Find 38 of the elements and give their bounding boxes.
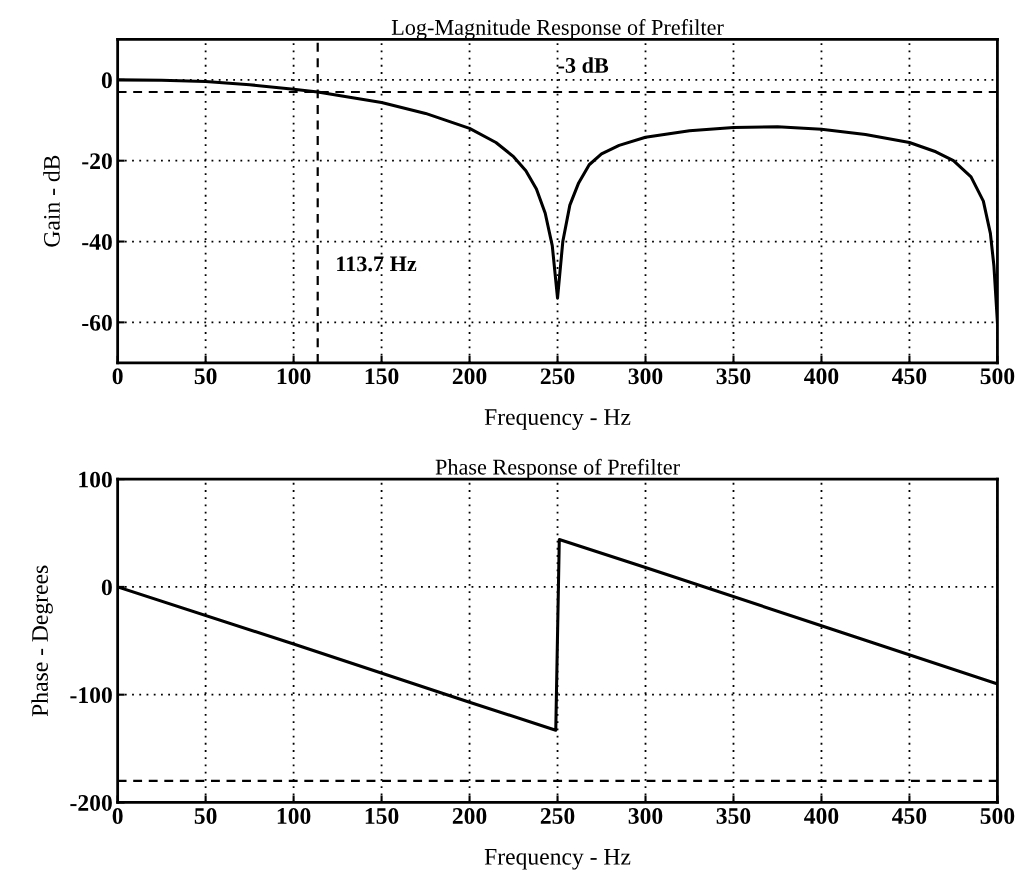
y-tick-label: -60 — [82, 314, 112, 331]
x-tick-label: 300 — [628, 808, 663, 824]
x-tick-label: 450 — [892, 808, 927, 824]
x-tick-label: 500 — [980, 368, 1015, 385]
y-tick-label: -100 — [70, 687, 112, 704]
x-tick-label: 50 — [194, 368, 217, 385]
y-tick-label: -40 — [82, 234, 112, 250]
x-tick-label: 400 — [804, 808, 839, 824]
x-tick-label: 350 — [716, 368, 751, 385]
x-tick-label: 150 — [365, 368, 399, 385]
x-tick-label: 250 — [540, 808, 575, 824]
x-tick-label: 100 — [277, 368, 311, 385]
x-tick-label: 250 — [540, 368, 575, 385]
x-axis-title: Frequency - Hz — [484, 849, 631, 870]
y-tick-label: 0 — [101, 579, 112, 596]
x-tick-label: 0 — [112, 808, 123, 824]
y-tick-label: -200 — [70, 794, 112, 811]
x-tick-label: 500 — [980, 808, 1015, 824]
x-tick-label: 300 — [628, 368, 663, 385]
ref-line-label: -3 dB — [558, 57, 609, 73]
x-tick-label: 0 — [112, 368, 123, 385]
y-tick-label: 100 — [79, 471, 112, 488]
y-axis-title: Gain - dB — [43, 155, 60, 247]
x-axis-title: Frequency - Hz — [484, 409, 631, 430]
ref-line-label: 113.7 Hz — [337, 256, 417, 272]
x-tick-label: 50 — [194, 808, 217, 824]
x-tick-label: 150 — [365, 808, 399, 824]
x-tick-label: 200 — [452, 368, 487, 385]
x-tick-label: 100 — [277, 808, 311, 824]
y-tick-label: 0 — [101, 72, 112, 89]
y-tick-label: -20 — [82, 153, 112, 170]
x-tick-label: 200 — [452, 808, 487, 824]
x-tick-label: 350 — [716, 808, 751, 824]
chart-title: Log-Magnitude Response of Prefilter — [391, 19, 724, 40]
x-tick-label: 450 — [892, 368, 927, 385]
chart-title: Phase Response of Prefilter — [435, 458, 680, 480]
y-axis-title: Phase - Degrees — [31, 565, 53, 717]
x-tick-label: 400 — [804, 368, 839, 385]
